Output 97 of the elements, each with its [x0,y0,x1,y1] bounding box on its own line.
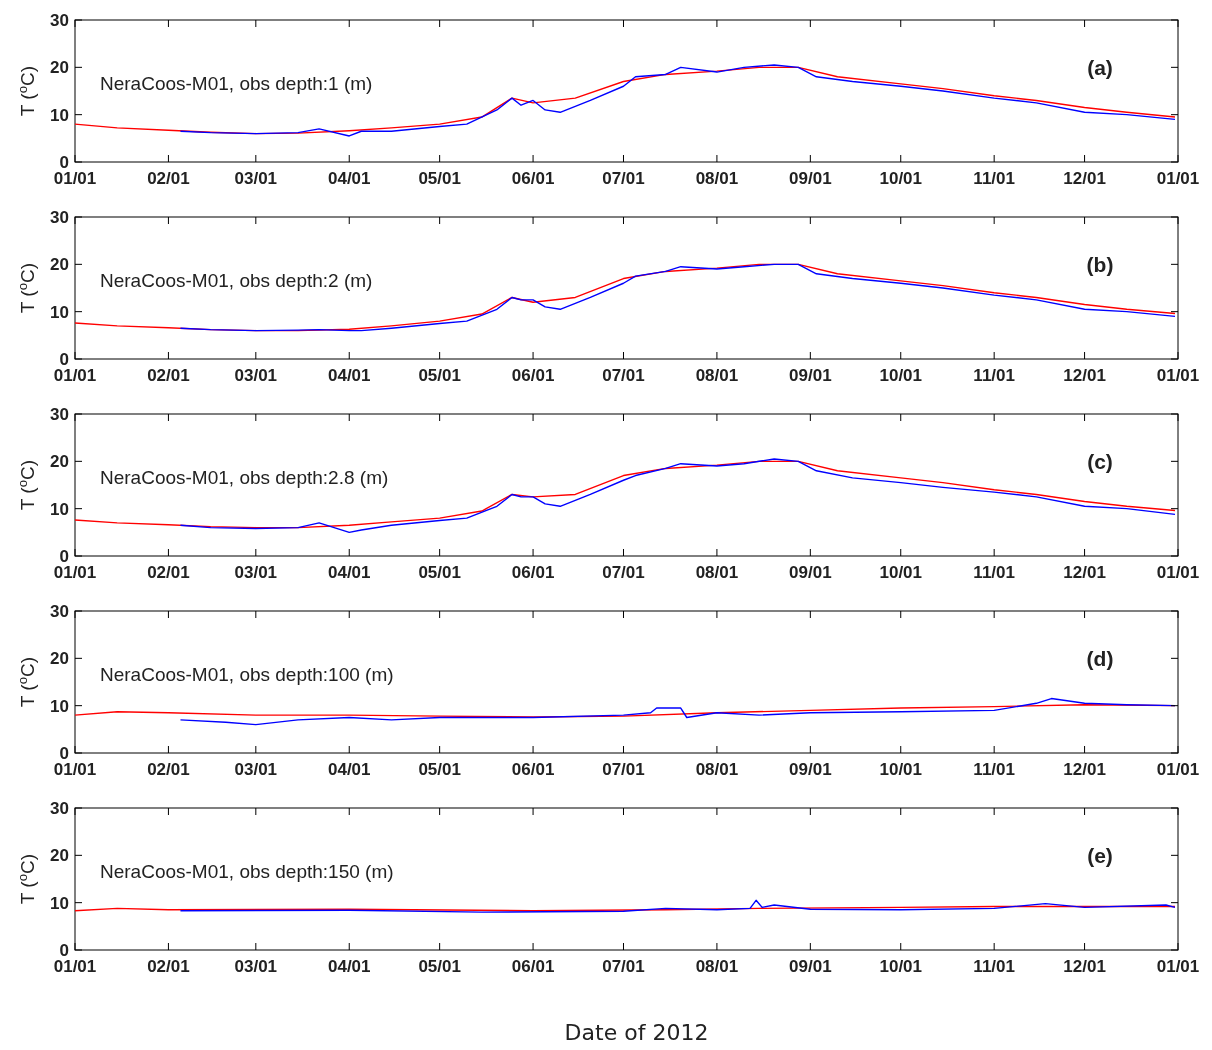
y-tick-label: 10 [50,302,69,322]
x-tick-label: 11/01 [973,563,1015,582]
x-tick-label: 04/01 [327,760,371,779]
annotation: NeraCoos-M01, obs depth:150 (m) [100,861,394,882]
x-tick-label: 02/01 [147,563,190,582]
x-tick-label: 07/01 [602,366,645,385]
y-tick-label: 20 [50,58,69,78]
x-tick-label: 06/01 [511,760,555,779]
annotation: (d) [1086,647,1114,670]
annotation: NeraCoos-M01, obs depth:2.8 (m) [100,467,389,488]
x-tick-label: 05/01 [418,169,461,188]
x-tick-label: 07/01 [602,760,645,779]
x-tick-label: 08/01 [695,366,739,385]
x-tick-label: 03/01 [234,563,278,582]
x-tick-label: 11/01 [973,957,1015,976]
x-tick-label: 12/01 [1063,957,1106,976]
y-tick-label: 30 [50,602,69,621]
annotation: (a) [1087,56,1113,79]
x-tick-label: 09/01 [789,169,832,188]
x-tick-label: 07/01 [602,563,645,582]
x-tick-label: 09/01 [789,760,832,779]
y-tick-label: 10 [50,499,69,519]
x-tick-label: 07/01 [602,957,645,976]
x-tick-label: 05/01 [418,366,461,385]
x-axis-title: Date of 2012 [564,1020,709,1045]
annotation: NeraCoos-M01, obs depth:100 (m) [100,664,394,685]
x-tick-label: 08/01 [695,760,739,779]
annotation: (b) [1086,253,1114,276]
y-tick-label: 20 [50,452,69,472]
y-tick-label: 10 [50,696,69,716]
annotation: NeraCoos-M01, obs depth:1 (m) [100,73,373,94]
x-tick-label: 04/01 [327,563,371,582]
x-tick-label: 11/01 [973,760,1015,779]
x-tick-label: 02/01 [147,169,190,188]
x-tick-label: 01/01 [53,563,97,582]
y-tick-label: 0 [59,350,69,369]
x-tick-label: 10/01 [879,957,923,976]
x-tick-label: 03/01 [234,957,278,976]
x-tick-label: 09/01 [789,366,832,385]
x-tick-label: 12/01 [1063,169,1106,188]
x-tick-label: 10/01 [879,760,923,779]
x-tick-label: 04/01 [327,169,371,188]
y-tick-label: 20 [50,846,69,866]
x-tick-label: 05/01 [418,760,461,779]
x-tick-label: 02/01 [147,760,190,779]
x-tick-label: 09/01 [789,563,832,582]
x-tick-label: 05/01 [418,957,461,976]
x-tick-label: 03/01 [234,760,278,779]
x-tick-label: 12/01 [1063,366,1106,385]
y-tick-label: 10 [50,105,69,125]
y-tick-label: 30 [50,405,69,424]
y-tick-label: 30 [50,799,69,818]
x-tick-label: 01/01 [53,366,97,385]
y-tick-label: 30 [50,11,69,30]
x-tick-label: 01/01 [53,169,97,188]
x-tick-label: 06/01 [511,169,555,188]
x-tick-label: 12/01 [1063,760,1106,779]
x-tick-label: 01/01 [1156,957,1200,976]
y-tick-label: 0 [59,547,69,566]
x-tick-label: 01/01 [1156,366,1200,385]
y-tick-label: 0 [59,941,69,960]
x-tick-label: 03/01 [234,366,278,385]
x-tick-label: 06/01 [511,563,555,582]
x-tick-label: 11/01 [973,169,1015,188]
annotation: NeraCoos-M01, obs depth:2 (m) [100,270,373,291]
x-tick-label: 08/01 [695,563,739,582]
x-tick-label: 03/01 [234,169,278,188]
line-series [179,899,1176,913]
x-tick-label: 01/01 [1156,760,1200,779]
annotation: (e) [1087,844,1113,867]
x-tick-label: 06/01 [511,366,555,385]
x-tick-label: 10/01 [879,563,923,582]
x-tick-label: 02/01 [147,366,190,385]
x-tick-label: 01/01 [1156,563,1200,582]
annotation: (c) [1087,450,1113,473]
y-tick-label: 20 [50,255,69,275]
x-tick-label: 07/01 [602,169,645,188]
y-tick-label: 0 [59,153,69,172]
x-tick-label: 01/01 [53,760,97,779]
x-tick-label: 08/01 [695,169,739,188]
x-tick-label: 04/01 [327,366,371,385]
x-tick-label: 01/01 [53,957,97,976]
x-tick-label: 12/01 [1063,563,1106,582]
x-tick-label: 10/01 [879,366,923,385]
x-tick-label: 01/01 [1156,169,1200,188]
x-tick-label: 10/01 [879,169,923,188]
x-tick-label: 02/01 [147,957,190,976]
y-tick-label: 10 [50,893,69,913]
x-tick-label: 05/01 [418,563,461,582]
x-tick-label: 11/01 [973,366,1015,385]
x-tick-label: 08/01 [695,957,739,976]
y-tick-label: 20 [50,649,69,669]
x-tick-label: 09/01 [789,957,832,976]
x-tick-label: 04/01 [327,957,371,976]
x-tick-label: 06/01 [511,957,555,976]
y-tick-label: 0 [59,744,69,763]
y-tick-label: 30 [50,208,69,227]
